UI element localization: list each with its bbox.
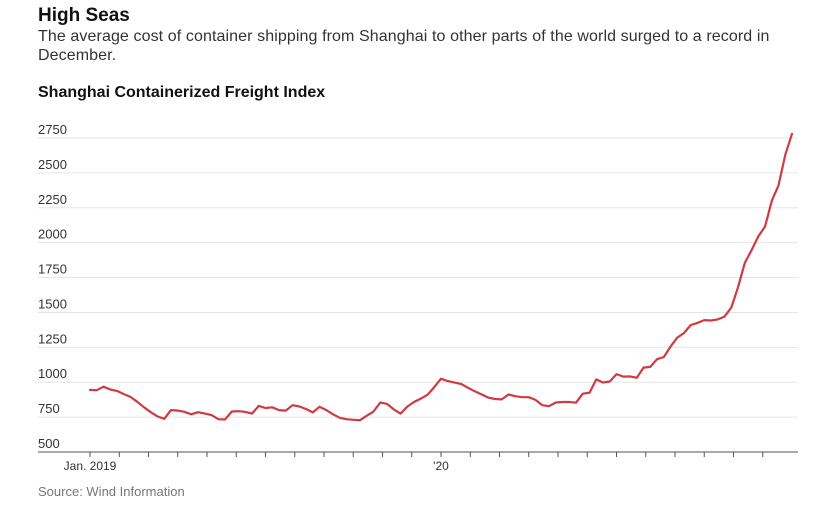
source-note: Source: Wind Information — [38, 484, 185, 499]
chart-title: Shanghai Containerized Freight Index — [38, 84, 326, 101]
y-tick-label: 1500 — [38, 296, 67, 311]
dek: The average cost of container shipping f… — [38, 28, 770, 64]
x-tick-label: Jan. 2019 — [64, 459, 117, 473]
y-tick-label: 500 — [38, 436, 60, 451]
y-tick-label: 1250 — [38, 331, 67, 346]
y-tick-label: 1000 — [38, 366, 67, 381]
y-tick-label: 2500 — [38, 157, 67, 172]
y-tick-label: 750 — [38, 401, 60, 416]
headline: High Seas — [38, 5, 130, 26]
y-tick-label: 2750 — [38, 122, 67, 137]
grid-layer — [38, 137, 798, 418]
series-line — [88, 132, 794, 422]
y-axis: 500 750 1000 1250 1500 1750 2000 2250 2500 2750 — [38, 122, 67, 451]
x-axis: Jan. 2019 '20 — [38, 451, 798, 473]
series-layer — [88, 132, 794, 422]
y-tick-label: 1750 — [38, 262, 67, 277]
x-tick-label: '20 — [433, 459, 449, 473]
y-tick-label: 2250 — [38, 192, 67, 207]
y-tick-label: 2000 — [38, 227, 67, 242]
